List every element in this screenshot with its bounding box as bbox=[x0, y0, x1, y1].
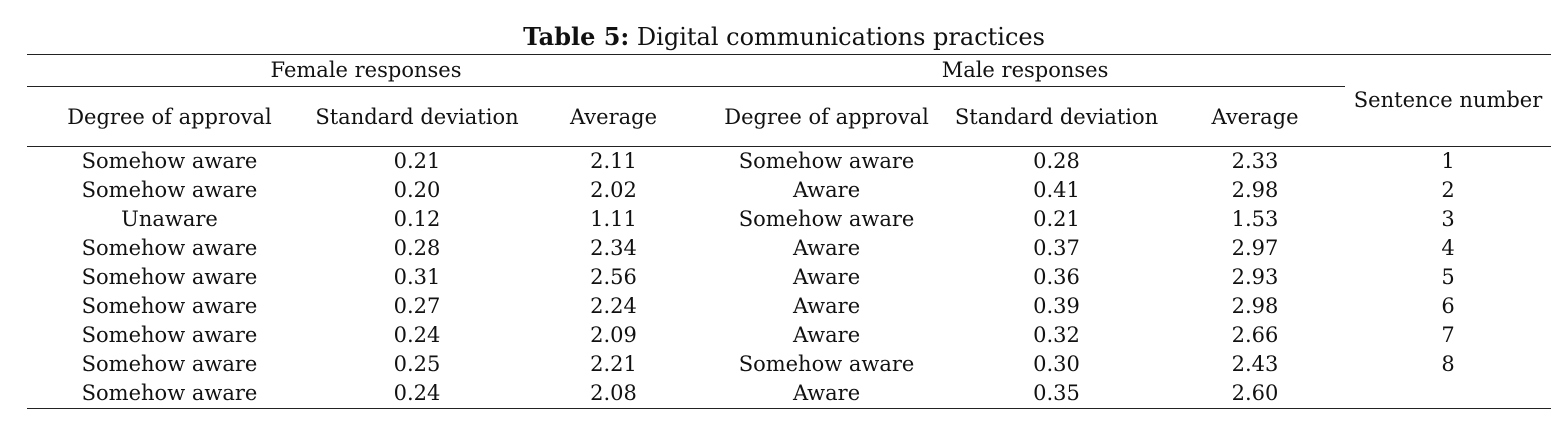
sentence-number-cell: 1 bbox=[1441, 149, 1455, 173]
sentence-number-cell: 4 bbox=[1441, 236, 1455, 260]
female-std-header: Standard deviation bbox=[312, 86, 522, 147]
female-degree-cell: Somehow aware bbox=[81, 178, 258, 202]
male-degree-cell: Aware bbox=[792, 236, 861, 260]
female-avg-cell: 2.02 bbox=[590, 178, 637, 202]
male-degree-cell: Somehow aware bbox=[738, 352, 915, 376]
male-degree-cell: Aware bbox=[792, 323, 861, 347]
male-std-cell: 0.41 bbox=[1033, 178, 1080, 202]
female-degree-cell: Somehow aware bbox=[81, 265, 258, 289]
table-row: Unaware 0.12 1.11 Somehow aware 0.21 1.5… bbox=[27, 205, 1551, 234]
female-degree-header: Degree of approval bbox=[27, 86, 312, 147]
sentence-number-header: Sentence number bbox=[1345, 54, 1552, 147]
female-std-cell: 0.27 bbox=[393, 294, 441, 318]
sentence-number-cell: 6 bbox=[1441, 294, 1455, 318]
sentence-number-cell: 2 bbox=[1441, 178, 1455, 202]
male-degree-cell: Aware bbox=[792, 294, 861, 318]
male-std-cell: 0.39 bbox=[1033, 294, 1080, 318]
table-caption: Table 5: Digital communications practice… bbox=[0, 22, 1568, 52]
male-degree-cell: Somehow aware bbox=[738, 207, 915, 231]
female-std-cell: 0.12 bbox=[393, 207, 441, 231]
male-avg-cell: 2.33 bbox=[1231, 149, 1279, 173]
male-degree-cell: Aware bbox=[792, 265, 861, 289]
male-std-cell: 0.37 bbox=[1033, 236, 1080, 260]
female-avg-cell: 1.11 bbox=[590, 207, 637, 231]
table-title: Digital communications practices bbox=[629, 23, 1045, 51]
male-avg-cell: 2.66 bbox=[1231, 323, 1279, 347]
male-degree-cell: Somehow aware bbox=[738, 149, 915, 173]
female-avg-cell: 2.56 bbox=[590, 265, 637, 289]
table-row: Somehow aware 0.20 2.02 Aware 0.41 2.98 … bbox=[27, 176, 1551, 205]
female-degree-cell: Somehow aware bbox=[81, 352, 258, 376]
male-std-cell: 0.21 bbox=[1033, 207, 1080, 231]
female-std-cell: 0.28 bbox=[393, 236, 441, 260]
male-avg-cell: 2.60 bbox=[1165, 379, 1346, 409]
female-degree-cell: Somehow aware bbox=[81, 149, 258, 173]
female-avg-cell: 2.24 bbox=[590, 294, 637, 318]
female-avg-cell: 2.09 bbox=[590, 323, 637, 347]
female-avg-header: Average bbox=[522, 86, 706, 147]
sentence-number-cell: 3 bbox=[1441, 207, 1455, 231]
male-std-cell: 0.35 bbox=[948, 379, 1166, 409]
table-body: Somehow aware 0.21 2.11 Somehow aware 0.… bbox=[27, 147, 1552, 409]
male-avg-cell: 2.98 bbox=[1231, 294, 1279, 318]
male-degree-cell: Aware bbox=[705, 379, 949, 409]
male-std-cell: 0.36 bbox=[1033, 265, 1080, 289]
male-responses-header: Male responses bbox=[705, 54, 1346, 87]
female-degree-cell: Somehow aware bbox=[81, 294, 258, 318]
table-row: Somehow aware 0.25 2.21 Somehow aware 0.… bbox=[27, 350, 1551, 379]
sentence-number-cell: 5 bbox=[1441, 265, 1455, 289]
female-responses-header: Female responses bbox=[27, 54, 706, 87]
male-degree-cell: Aware bbox=[792, 178, 861, 202]
table-label: Table 5: bbox=[523, 22, 630, 51]
sentence-number-cell: 7 bbox=[1441, 323, 1455, 347]
table-row: Somehow aware 0.28 2.34 Aware 0.37 2.97 … bbox=[27, 234, 1551, 263]
female-avg-cell: 2.11 bbox=[590, 149, 637, 173]
female-avg-cell: 2.21 bbox=[590, 352, 637, 376]
male-std-cell: 0.28 bbox=[1033, 149, 1080, 173]
male-degree-header: Degree of approval bbox=[705, 86, 949, 147]
female-degree-cell: Somehow aware bbox=[81, 236, 258, 260]
male-avg-cell: 2.97 bbox=[1231, 236, 1279, 260]
table-row: Somehow aware 0.31 2.56 Aware 0.36 2.93 … bbox=[27, 263, 1551, 292]
female-degree-cell: Somehow aware bbox=[27, 379, 312, 409]
female-std-cell: 0.24 bbox=[393, 323, 441, 347]
male-avg-cell: 2.98 bbox=[1231, 178, 1279, 202]
table-row: Somehow aware 0.21 2.11 Somehow aware 0.… bbox=[27, 147, 1551, 177]
female-avg-cell: 2.34 bbox=[590, 236, 637, 260]
table-row: Somehow aware 0.27 2.24 Aware 0.39 2.98 … bbox=[27, 292, 1551, 321]
female-std-cell: 0.31 bbox=[393, 265, 441, 289]
digital-communications-table: Female responses Male responses Sentence… bbox=[27, 54, 1552, 409]
male-avg-cell: 2.93 bbox=[1231, 265, 1279, 289]
male-std-header: Standard deviation bbox=[948, 86, 1166, 147]
male-avg-cell: 2.43 bbox=[1231, 352, 1279, 376]
male-std-cell: 0.30 bbox=[1033, 352, 1080, 376]
female-std-cell: 0.24 bbox=[312, 379, 522, 409]
female-avg-cell: 2.08 bbox=[522, 379, 706, 409]
sentence-number-cell bbox=[1345, 379, 1552, 409]
male-avg-cell: 1.53 bbox=[1231, 207, 1279, 231]
sentence-number-cell: 8 bbox=[1441, 352, 1455, 376]
male-std-cell: 0.32 bbox=[1033, 323, 1080, 347]
table-row: Somehow aware 0.24 2.09 Aware 0.32 2.66 … bbox=[27, 321, 1551, 350]
female-std-cell: 0.25 bbox=[393, 352, 441, 376]
female-degree-cell: Unaware bbox=[121, 207, 218, 231]
male-avg-header: Average bbox=[1165, 86, 1346, 147]
female-degree-cell: Somehow aware bbox=[81, 323, 258, 347]
female-std-cell: 0.20 bbox=[393, 178, 441, 202]
female-std-cell: 0.21 bbox=[393, 149, 441, 173]
table-row: Somehow aware 0.24 2.08 Aware 0.35 2.60 bbox=[27, 379, 1552, 409]
